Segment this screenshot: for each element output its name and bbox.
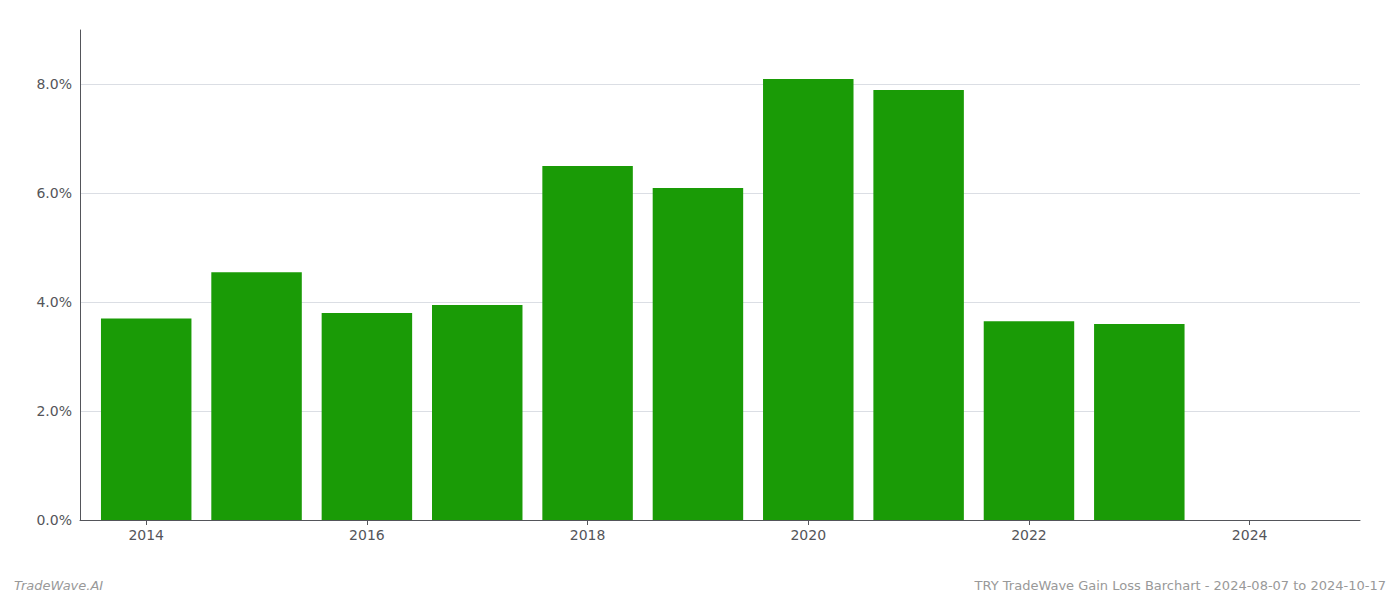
svg-text:6.0%: 6.0% [36,185,72,201]
svg-text:2020: 2020 [790,527,826,543]
svg-text:8.0%: 8.0% [36,76,72,92]
svg-text:2022: 2022 [1011,527,1047,543]
svg-text:0.0%: 0.0% [36,512,72,528]
svg-text:2016: 2016 [349,527,385,543]
svg-text:2.0%: 2.0% [36,403,72,419]
svg-text:TRY TradeWave Gain Loss Barcha: TRY TradeWave Gain Loss Barchart - 2024-… [974,578,1386,593]
svg-text:2014: 2014 [128,527,164,543]
svg-text:2018: 2018 [570,527,606,543]
svg-text:4.0%: 4.0% [36,294,72,310]
svg-text:2024: 2024 [1232,527,1268,543]
svg-text:TradeWave.AI: TradeWave.AI [14,578,103,593]
